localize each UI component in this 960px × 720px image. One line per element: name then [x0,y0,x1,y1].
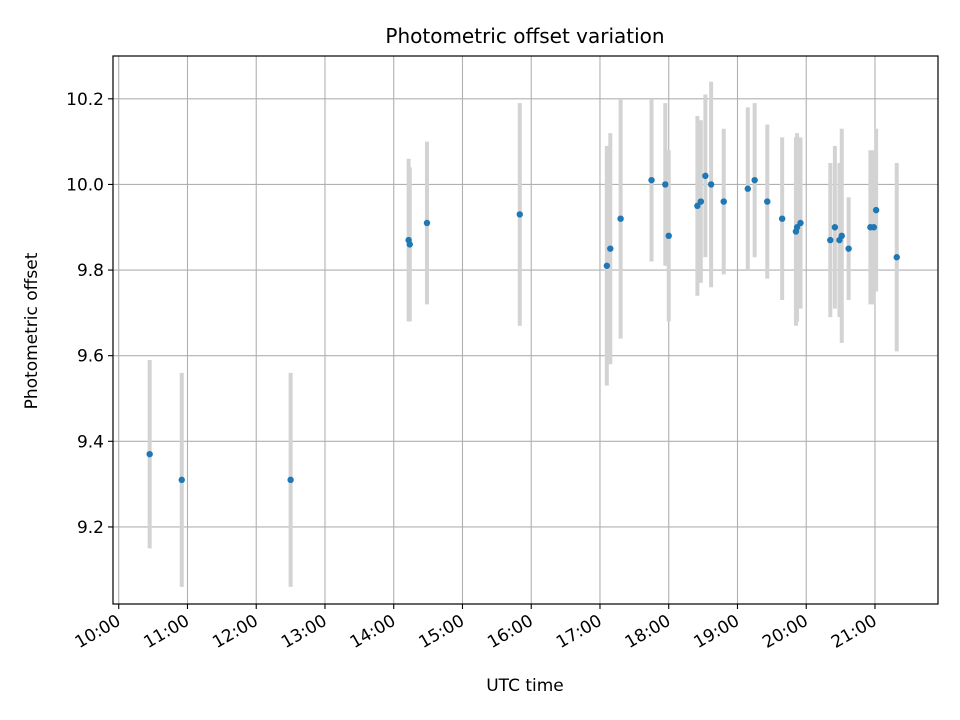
grid-lines [113,56,938,604]
data-point [827,236,834,244]
y-tick-label: 9.2 [77,518,104,538]
data-point [744,185,751,192]
data-point [778,215,786,222]
data-point [797,219,804,227]
plot-frame [112,55,939,605]
data-point [287,476,294,484]
data-point [707,181,715,188]
data-point [838,232,845,240]
data-point [831,224,839,231]
data-point [665,232,672,240]
data-point [697,198,705,205]
data-point [694,202,701,210]
y-tick-label: 9.8 [77,261,104,281]
data-point [607,245,614,252]
chart-title: Photometric offset variation [385,24,664,48]
data-point [423,219,431,227]
data-point [872,206,880,214]
y-tick-label: 9.4 [77,432,104,452]
data-point [662,181,669,188]
x-axis-title: UTC time [486,676,564,696]
data-point [870,224,878,231]
data-point [764,198,771,205]
y-axis: 9.2 9.4 9.6 9.8 10.0 10.2 [66,90,113,538]
y-tick-label: 9.6 [77,347,104,367]
data-point [720,198,727,205]
data-point [893,254,900,261]
data-point [751,176,758,184]
data-point [845,245,852,252]
y-tick-label: 10.2 [66,90,104,110]
data-point [406,241,413,248]
plot-area [113,56,938,604]
y-axis-title: Photometric offset [22,252,42,409]
data-point [516,211,523,218]
data-point [617,215,624,222]
data-point [648,176,655,184]
data-point [146,450,153,458]
data-point [178,476,185,484]
data-points [146,172,900,484]
y-tick-label: 10.0 [66,175,104,195]
data-point [702,172,709,180]
data-point [793,224,801,231]
data-point [603,262,611,269]
